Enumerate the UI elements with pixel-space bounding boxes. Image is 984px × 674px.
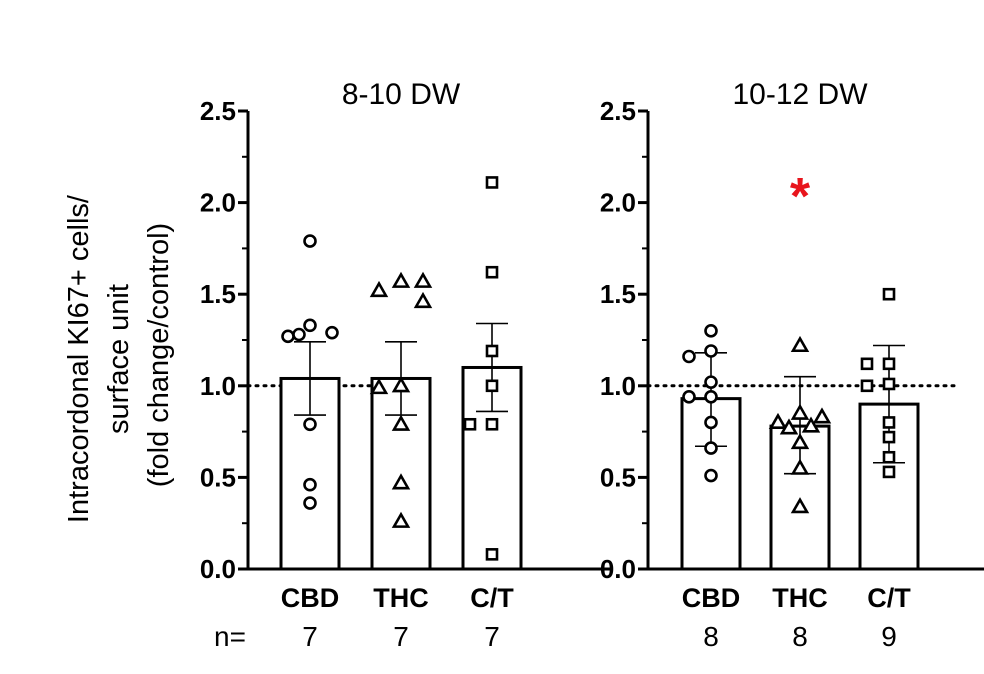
category-label: THC bbox=[373, 583, 429, 613]
category-label: CBD bbox=[682, 583, 741, 613]
y-tick-label: 2.5 bbox=[200, 96, 236, 126]
category-label: CBD bbox=[281, 583, 340, 613]
data-point bbox=[790, 403, 810, 420]
data-point bbox=[882, 287, 896, 301]
y-tick-label: 1.0 bbox=[600, 371, 636, 401]
data-point bbox=[485, 548, 499, 561]
data-point bbox=[704, 468, 718, 483]
data-point bbox=[860, 357, 874, 371]
data-point bbox=[485, 176, 499, 189]
y-tick-label: 1.5 bbox=[600, 279, 636, 309]
data-point bbox=[768, 412, 788, 429]
y-axis-label-line-3: (fold change/control) bbox=[143, 223, 175, 487]
data-point bbox=[413, 271, 433, 288]
y-tick-label: 0.5 bbox=[600, 462, 636, 492]
data-point bbox=[882, 430, 896, 444]
data-point bbox=[303, 234, 317, 248]
category-label: C/T bbox=[867, 583, 911, 613]
data-point bbox=[704, 415, 718, 430]
data-point bbox=[704, 324, 718, 338]
data-point bbox=[413, 291, 433, 309]
y-axis-label: Intracordonal KI67+ cells/ surface unit … bbox=[63, 187, 175, 523]
y-axis-label-line-2: surface unit bbox=[103, 284, 135, 434]
y-axis-label-line-1: Intracordonal KI67+ cells/ bbox=[63, 194, 95, 523]
data-point bbox=[391, 271, 411, 288]
data-point bbox=[790, 335, 810, 353]
y-tick-label: 0.5 bbox=[200, 462, 236, 492]
data-point bbox=[882, 416, 896, 429]
data-point bbox=[325, 325, 339, 340]
data-point bbox=[790, 497, 810, 514]
n-value: 8 bbox=[792, 621, 808, 652]
data-point bbox=[485, 265, 499, 279]
y-tick-label: 2.5 bbox=[600, 96, 636, 126]
data-point bbox=[790, 432, 810, 450]
data-point bbox=[303, 477, 317, 492]
data-point bbox=[882, 450, 896, 464]
data-point bbox=[860, 379, 874, 393]
data-point bbox=[369, 378, 389, 395]
y-tick-label: 2.0 bbox=[600, 188, 636, 218]
data-point bbox=[882, 465, 896, 479]
data-point bbox=[485, 379, 499, 393]
data-point bbox=[790, 458, 810, 475]
n-value: 8 bbox=[703, 621, 719, 652]
category-label: THC bbox=[772, 583, 828, 613]
panel-2: 10-12 DW CBD 8 * THC 8 C/T 9 0.0 0.5 1.0 1.5 2.0 2.5 bbox=[600, 78, 984, 652]
data-point bbox=[391, 376, 411, 393]
data-point bbox=[704, 344, 718, 358]
data-point bbox=[882, 357, 896, 371]
data-point bbox=[682, 389, 696, 404]
n-value: 9 bbox=[881, 621, 897, 652]
panel-title: 10-12 DW bbox=[732, 78, 868, 111]
data-point bbox=[882, 377, 896, 391]
panel-1: 8-10 DW CBD 7 THC 7 C/T 7 0.0 0.5 1.0 1.5 2.0 2.5 bbox=[200, 78, 612, 652]
data-point bbox=[801, 416, 821, 433]
y-tick-label: 0.0 bbox=[600, 554, 636, 584]
data-point bbox=[303, 417, 317, 432]
data-point bbox=[391, 511, 411, 528]
data-point bbox=[485, 417, 499, 431]
panel-title: 8-10 DW bbox=[342, 78, 461, 111]
data-point bbox=[303, 496, 317, 510]
n-prefix-label: n= bbox=[214, 621, 246, 652]
data-point bbox=[704, 375, 718, 389]
data-point bbox=[704, 441, 718, 455]
n-value: 7 bbox=[393, 621, 409, 652]
n-value: 7 bbox=[302, 621, 318, 652]
data-point bbox=[391, 414, 411, 431]
y-tick-label: 1.0 bbox=[200, 371, 236, 401]
data-point bbox=[281, 329, 295, 344]
data-point bbox=[391, 473, 411, 490]
n-value: 7 bbox=[484, 621, 500, 652]
data-point bbox=[485, 344, 499, 358]
y-tick-label: 1.5 bbox=[200, 279, 236, 309]
y-tick-label: 0.0 bbox=[200, 554, 236, 584]
data-point bbox=[369, 280, 389, 298]
category-label: C/T bbox=[470, 583, 514, 613]
data-point bbox=[779, 418, 799, 435]
data-point bbox=[292, 327, 306, 342]
data-point bbox=[463, 417, 477, 431]
data-point bbox=[303, 318, 317, 333]
data-point bbox=[704, 389, 718, 404]
data-point bbox=[682, 349, 696, 364]
significance-marker: * bbox=[790, 168, 811, 226]
y-tick-label: 2.0 bbox=[200, 188, 236, 218]
data-point bbox=[812, 407, 832, 424]
